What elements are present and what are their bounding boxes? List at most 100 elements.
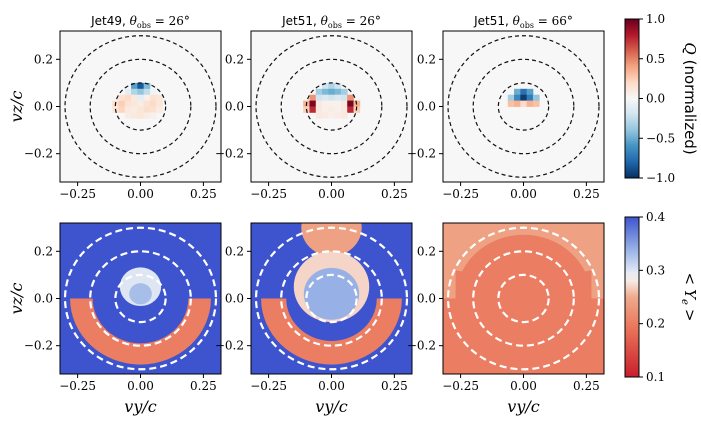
plot-area — [443, 223, 604, 374]
heatmap-cell — [124, 94, 132, 102]
panel-1: −0.25 0.00 0.25 0.2 0.0 −0.2 Jet49, θobs = 26°… — [7, 14, 222, 201]
heatmap-cell — [328, 94, 336, 102]
panel-title: Jet49, θobs = 26° — [90, 14, 190, 30]
heatmap-cell — [124, 88, 132, 96]
heatmap-cell — [526, 88, 534, 96]
x-axis-label: vy/c — [124, 397, 156, 416]
colorbar-2: 0.4 0.3 0.2 0.1 <Ye> — [624, 210, 699, 384]
heatmap-cell — [149, 112, 157, 119]
heatmap-cell — [143, 106, 151, 113]
reference-circle — [497, 82, 550, 131]
heatmap-cell — [149, 88, 157, 96]
heatmap-cell — [156, 100, 163, 107]
x-tick-label: 0.00 — [510, 379, 537, 393]
heatmap-cell — [507, 100, 515, 107]
heatmap-cell — [347, 100, 354, 107]
heatmap-cell — [143, 112, 151, 119]
heatmap-cell — [118, 106, 126, 113]
heatmap-cell — [315, 112, 323, 119]
panel-6: −0.25 0.00 0.25 0.2 0.0 −0.2 vy/c — [407, 222, 605, 416]
colorbar-tick-label: 0.3 — [646, 263, 665, 277]
y-tick-label: −0.2 — [24, 147, 53, 161]
heatmap-cell — [340, 106, 348, 113]
y-tick-label: −0.2 — [407, 147, 436, 161]
y-tick-label: 0.0 — [225, 292, 244, 306]
reference-circle — [114, 273, 167, 324]
panel-title: Jet51, θobs = 66° — [473, 14, 573, 30]
colorbar-tick-label: 0.1 — [646, 370, 665, 384]
reference-circle — [305, 82, 358, 131]
heatmap-cell — [526, 94, 534, 102]
heatmap-cell — [124, 100, 132, 107]
colorbar-label: <Ye> — [679, 273, 699, 322]
x-tick-label: −0.25 — [442, 379, 479, 393]
heatmap-cell — [131, 106, 138, 113]
heatmap-cell — [340, 88, 348, 96]
heatmap-cell — [514, 88, 521, 96]
heatmap-cell — [315, 106, 323, 113]
x-axis-label: vy/c — [315, 397, 347, 416]
heatmap-cell — [347, 106, 354, 113]
reference-circle — [305, 273, 358, 324]
plot-area — [60, 31, 221, 182]
heatmap-cell — [322, 94, 329, 102]
heatmap-cell — [334, 82, 342, 90]
heatmap-cell — [149, 106, 157, 113]
reference-circle — [497, 273, 550, 324]
heatmap-cell — [334, 112, 342, 119]
colorbar-1: 1.0 0.5 0.0 −0.5 −1.0 Q(normalized) — [624, 12, 699, 185]
heatmap-cell — [143, 88, 151, 96]
heatmap-cell — [149, 100, 157, 107]
heatmap-cell — [315, 88, 323, 96]
colorbar-tick-label: −1.0 — [646, 171, 675, 185]
heatmap-cell — [137, 100, 145, 107]
heatmap-cell — [334, 94, 342, 102]
heatmap-cell — [328, 82, 336, 90]
x-tick-label: −0.25 — [250, 187, 287, 201]
heatmap-cell — [131, 82, 138, 90]
y-axis-label: vz/c — [7, 283, 26, 315]
reference-circle — [447, 35, 600, 178]
colorbar-tick-label: 0.0 — [646, 92, 665, 106]
heatmap-cell — [131, 88, 138, 96]
plot-area — [251, 31, 412, 182]
heatmap-cell — [137, 106, 145, 113]
heatmap-cell — [309, 100, 317, 107]
colorbar-gradient — [624, 216, 640, 378]
heatmap-cell — [143, 94, 151, 102]
heatmap-cell — [143, 100, 151, 107]
heatmap-cell — [124, 112, 132, 119]
heatmap-cell — [340, 94, 348, 102]
y-tick-label: 0.0 — [34, 100, 53, 114]
heatmap-cell — [124, 106, 132, 113]
heatmap-cell — [315, 94, 323, 102]
colorbar-gradient — [624, 18, 640, 179]
y-tick-label: −0.2 — [215, 339, 244, 353]
reference-circle — [89, 250, 192, 347]
heatmap-cell — [334, 106, 342, 113]
heatmap-cell — [328, 112, 336, 119]
x-axis-label: vy/c — [507, 397, 539, 416]
panel-5: −0.25 0.00 0.25 0.2 0.0 −0.2 vy/c — [215, 222, 413, 416]
y-tick-label: 0.2 — [34, 244, 53, 258]
reference-circle — [255, 35, 408, 178]
y-tick-label: 0.2 — [417, 52, 436, 66]
heatmap-cell — [347, 94, 354, 102]
reference-circle — [64, 35, 217, 178]
ye-region-circle — [129, 283, 152, 305]
heatmap-cell — [520, 88, 528, 96]
heatmap-cell — [328, 88, 336, 96]
heatmap-cell — [309, 94, 317, 102]
heatmap-cell — [131, 100, 138, 107]
reference-circle — [63, 226, 218, 371]
plot-area — [251, 223, 412, 374]
reference-circle — [114, 82, 167, 131]
heatmap-cell — [143, 82, 151, 90]
y-tick-label: 0.0 — [417, 100, 436, 114]
reference-circle — [472, 250, 575, 347]
x-tick-label: 0.00 — [318, 187, 345, 201]
heatmap-cell — [340, 100, 348, 107]
heatmap-cell — [520, 100, 528, 107]
colorbar-tick-label: 1.0 — [646, 12, 665, 26]
